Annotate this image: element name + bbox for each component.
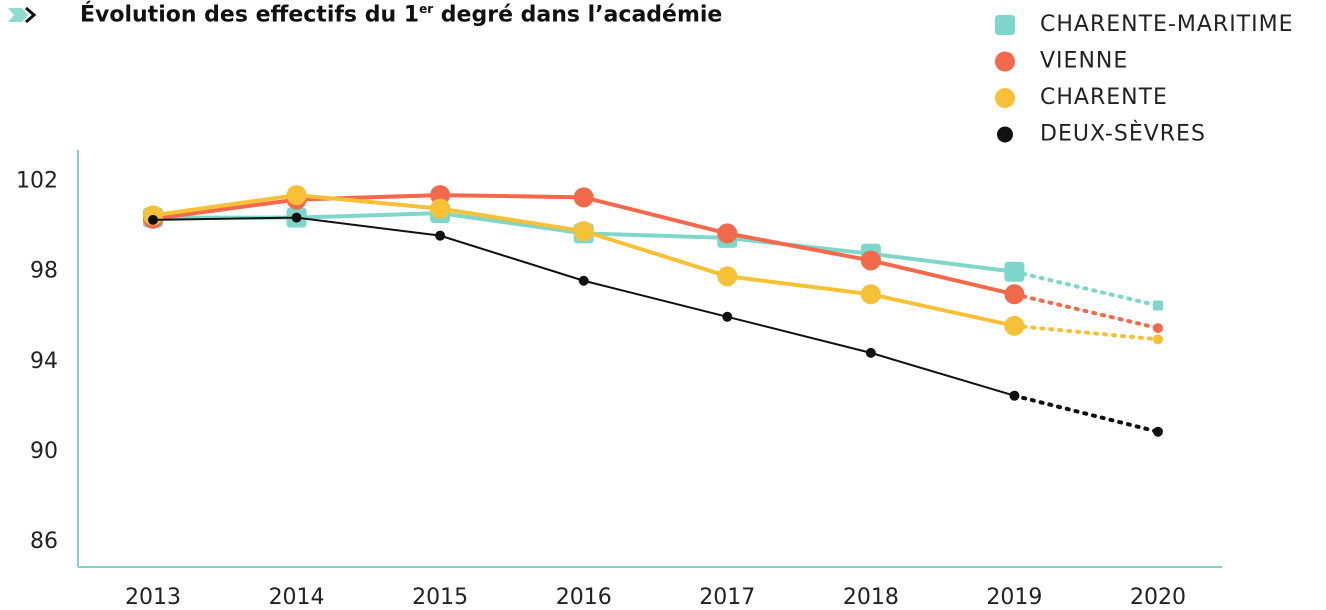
title-sup: er xyxy=(419,2,434,16)
x-tick-label: 2019 xyxy=(986,585,1042,610)
title-text: Évolution des effectifs du 1 xyxy=(80,2,420,28)
projection-line xyxy=(1012,393,1160,434)
data-point xyxy=(148,214,158,225)
data-point xyxy=(291,212,302,223)
data-point xyxy=(1004,261,1025,282)
data-point xyxy=(717,223,738,244)
data-point xyxy=(1153,334,1163,345)
data-point xyxy=(722,311,733,322)
data-point xyxy=(1009,390,1020,401)
data-point xyxy=(1153,426,1163,437)
x-tick-label: 2016 xyxy=(556,585,612,610)
chart-title: Évolution des effectifs du 1er degré dan… xyxy=(80,2,722,27)
data-point xyxy=(578,275,589,286)
data-point xyxy=(865,347,876,358)
x-tick-label: 2015 xyxy=(412,585,468,610)
x-tick-label: 2014 xyxy=(269,585,325,610)
x-tick-label: 2020 xyxy=(1130,585,1186,610)
data-point xyxy=(286,185,307,206)
legend-label: DEUX-SÈVRES xyxy=(1040,121,1206,147)
y-tick-label: 86 xyxy=(30,529,58,554)
legend-marker xyxy=(995,15,1015,35)
data-point xyxy=(860,284,881,305)
y-tick-label: 90 xyxy=(30,439,58,464)
data-point xyxy=(860,250,881,271)
x-tick-label: 2013 xyxy=(125,585,181,610)
legend-marker xyxy=(995,88,1015,108)
projection-line xyxy=(1012,323,1160,342)
data-point xyxy=(717,266,738,287)
projection-line xyxy=(1012,292,1160,331)
data-point xyxy=(435,230,446,241)
series-line xyxy=(151,193,1017,328)
data-point xyxy=(1004,315,1025,336)
legend-label: VIENNE xyxy=(1040,49,1128,74)
legend-marker xyxy=(995,51,1015,72)
data-point xyxy=(1153,300,1163,311)
data-point xyxy=(573,187,594,208)
x-tick-label: 2017 xyxy=(699,585,755,610)
y-tick-label: 94 xyxy=(30,349,58,374)
x-tick-label: 2018 xyxy=(843,585,899,610)
data-point xyxy=(1004,284,1025,305)
y-tick-label: 98 xyxy=(30,259,58,284)
data-point xyxy=(1153,323,1163,334)
legend-label: CHARENTE xyxy=(1040,85,1168,110)
projection-line xyxy=(1012,269,1160,308)
series-line xyxy=(152,216,1016,397)
title-icon-arrow xyxy=(25,6,37,24)
title-text: degré dans l’académie xyxy=(433,2,723,28)
legend-marker xyxy=(997,126,1013,143)
title-icon xyxy=(8,8,28,22)
legend-label: CHARENTE-MARITIME xyxy=(1040,12,1294,37)
data-point xyxy=(573,221,594,242)
data-point xyxy=(430,198,451,219)
y-tick-label: 102 xyxy=(16,169,58,194)
